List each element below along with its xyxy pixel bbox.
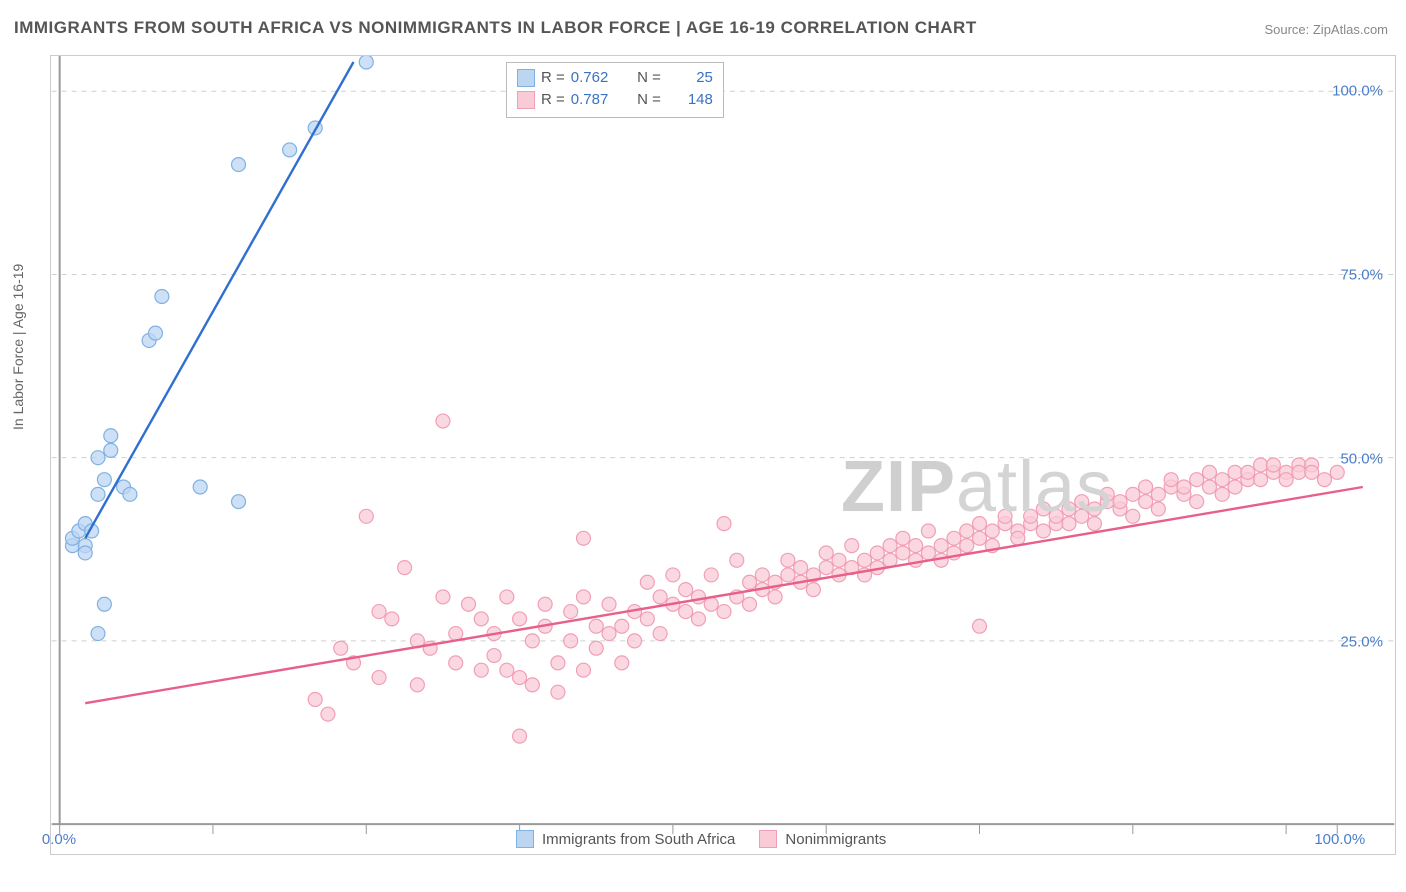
legend-row-nonimmigrants: R = 0.787 N = 148 — [517, 89, 713, 111]
legend-row-immigrants: R = 0.762 N = 25 — [517, 67, 713, 89]
legend-swatch — [516, 830, 534, 848]
legend-swatch — [517, 69, 535, 87]
source-label: Source: ZipAtlas.com — [1264, 22, 1388, 37]
x-tick-label: 100.0% — [1314, 831, 1365, 848]
legend-item-immigrants: Immigrants from South Africa — [516, 830, 735, 848]
series-nonimmigrants — [85, 414, 1363, 743]
scatter-plot — [51, 56, 1395, 854]
correlation-legend: R = 0.762 N = 25R = 0.787 N = 148 — [506, 62, 724, 118]
y-tick-label: 100.0% — [1332, 83, 1383, 100]
chart-title: IMMIGRANTS FROM SOUTH AFRICA VS NONIMMIG… — [14, 18, 977, 38]
series-immigrants — [65, 56, 373, 641]
y-tick-label: 25.0% — [1340, 634, 1383, 651]
y-tick-label: 50.0% — [1340, 450, 1383, 467]
legend-item-nonimmigrants: Nonimmigrants — [759, 830, 886, 848]
series-legend: Immigrants from South Africa Nonimmigrant… — [516, 830, 886, 848]
legend-swatch — [517, 91, 535, 109]
y-axis-label: In Labor Force | Age 16-19 — [10, 264, 26, 430]
legend-swatch — [759, 830, 777, 848]
x-tick-label: 0.0% — [42, 831, 76, 848]
chart-area: ZIPatlas R = 0.762 N = 25R = 0.787 N = 1… — [50, 55, 1396, 855]
y-tick-label: 75.0% — [1340, 267, 1383, 284]
